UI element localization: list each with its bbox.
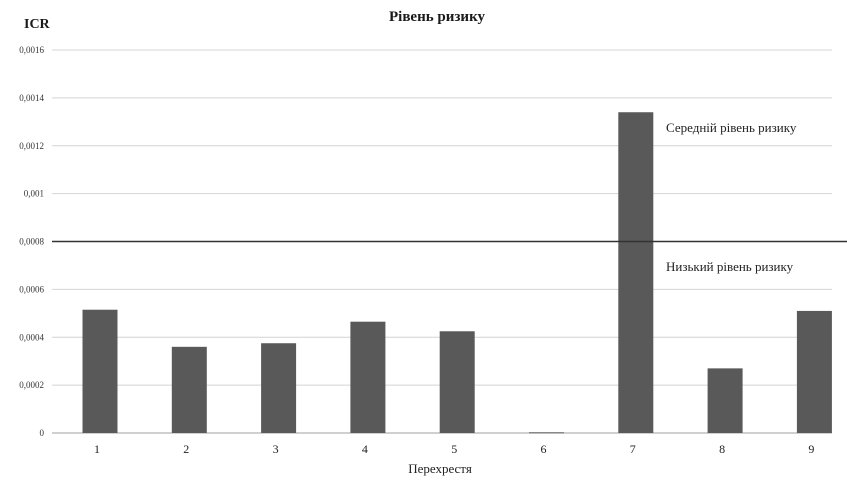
bar-5 [439,331,475,433]
y-tick-label: 0,0004 [19,332,44,342]
bar-6 [529,432,564,434]
low-risk-label: Низький рівень ризику [666,259,794,274]
x-tick-label: 4 [362,442,368,456]
x-tick-label: 2 [183,442,189,456]
bar-2 [171,346,207,433]
x-tick-label: 6 [541,442,547,456]
x-tick-label: 8 [719,442,725,456]
y-tick-label: 0,0016 [19,45,44,55]
x-tick-label: 1 [94,442,100,456]
x-tick-label: 3 [273,442,279,456]
bar-8 [707,368,743,433]
y-tick-label: 0,001 [24,189,44,199]
bar-9 [796,310,832,433]
y-tick-labels: 0 0,0002 0,0004 0,0006 0,0008 0,001 0,0012 0,00… [19,45,44,438]
bar-3 [261,343,297,433]
bars [82,112,832,434]
x-tick-label: 5 [451,442,457,456]
bar-1 [82,309,118,433]
medium-risk-label: Середній рівень ризику [666,120,797,135]
y-tick-label: 0,0006 [19,284,44,294]
x-tick-label: 7 [630,442,636,456]
x-tick-label: 9 [808,442,814,456]
bar-7 [618,112,654,434]
y-axis-label: ICR [24,17,51,32]
y-tick-label: 0,0008 [19,237,44,247]
chart-title: Рівень ризику [389,9,485,25]
bar-4 [350,321,386,433]
y-tick-label: 0 [40,428,45,438]
y-tick-label: 0,0012 [19,141,44,151]
y-tick-label: 0,0014 [19,93,44,103]
x-tick-labels: 1 2 3 4 5 6 7 8 9 [94,442,814,456]
x-axis-label: Перехрестя [408,461,472,476]
y-tick-label: 0,0002 [19,380,44,390]
